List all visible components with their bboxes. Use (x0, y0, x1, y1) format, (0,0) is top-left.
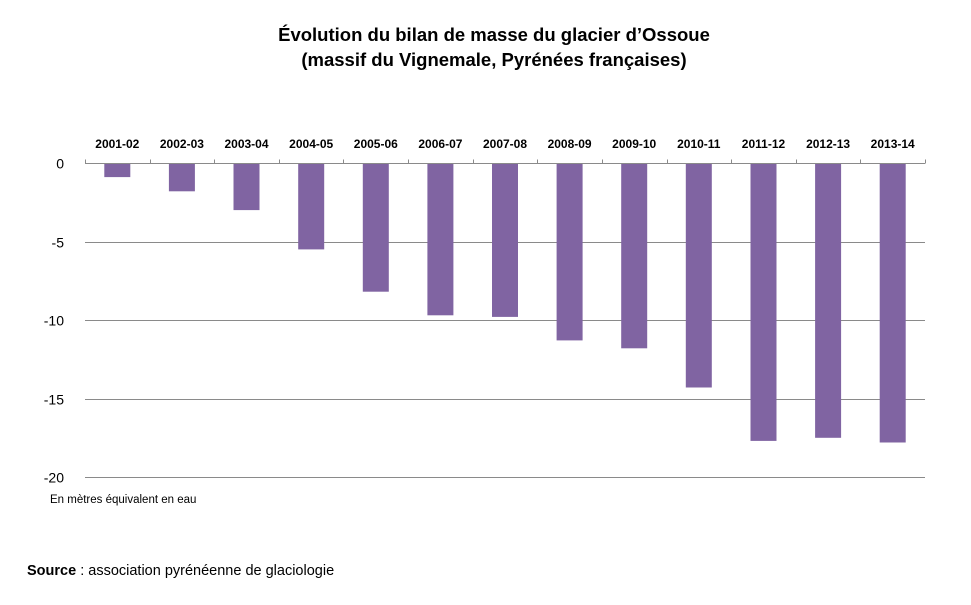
source-label: Source (27, 563, 77, 579)
x-tick-label: 2005-06 (354, 137, 398, 151)
bar (233, 163, 260, 211)
bar (362, 163, 389, 292)
y-tick-label: -20 (44, 470, 64, 486)
x-tick-label: 2003-04 (224, 137, 268, 151)
x-tick-label: 2007-08 (483, 137, 527, 151)
x-tick-label: 2011-12 (742, 137, 786, 151)
unit-note: En mètres équivalent en eau (50, 494, 197, 506)
bar (685, 163, 712, 388)
chart-title-block: Évolution du bilan de masse du glacier d… (0, 22, 971, 72)
bar (621, 163, 648, 349)
y-tick-label: -10 (44, 313, 64, 329)
source-note: Source : association pyrénéenne de glaci… (27, 563, 334, 579)
x-tick-label: 2009-10 (612, 137, 656, 151)
x-tick-label: 2008-09 (548, 137, 592, 151)
x-tick-label: 2004-05 (289, 137, 333, 151)
bar (879, 163, 906, 443)
x-tick-label: 2001-02 (95, 137, 139, 151)
bar (750, 163, 777, 441)
chart-subtitle: (massif du Vignemale, Pyrénées française… (301, 49, 687, 70)
bar (492, 163, 518, 317)
y-tick-label: -5 (52, 235, 65, 251)
x-tick-label: 2002-03 (160, 137, 204, 151)
chart-title: Évolution du bilan de masse du glacier d… (278, 24, 710, 45)
x-tick-label: 2012-13 (806, 137, 850, 151)
bar (168, 163, 195, 192)
bar (556, 163, 583, 341)
x-tick-label: 2010-11 (677, 137, 721, 151)
y-tick-label: -15 (44, 392, 64, 408)
x-tick-label: 2006-07 (418, 137, 462, 151)
bar (427, 163, 454, 316)
y-tick-label: 0 (56, 156, 64, 172)
bar (298, 163, 325, 250)
source-text: : association pyrénéenne de glaciologie (76, 563, 335, 579)
x-tick-label: 2013-14 (871, 137, 915, 151)
bar (104, 163, 131, 178)
bar (815, 163, 842, 438)
